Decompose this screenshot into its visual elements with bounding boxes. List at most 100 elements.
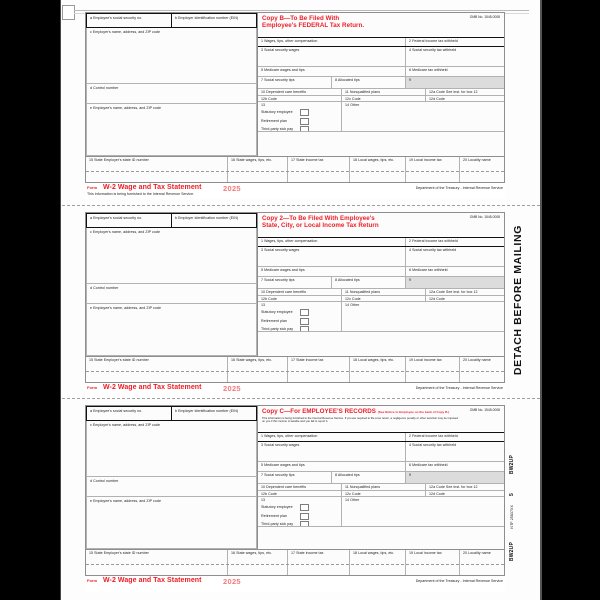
box-18-value[interactable] bbox=[350, 364, 406, 382]
box-2-federal-tax[interactable]: 2 Federal income tax withheld bbox=[406, 433, 504, 441]
box-12a-code[interactable]: 12a Code See inst. for box 12 bbox=[426, 484, 504, 491]
box-2-federal-tax[interactable]: 2 Federal income tax withheld bbox=[406, 38, 504, 46]
box-15-state[interactable]: 15 State Employer's state ID number bbox=[86, 550, 228, 557]
box-16-state-wages[interactable]: 16 State wages, tips, etc. bbox=[228, 550, 288, 557]
box-12a-code[interactable]: 12a Code See inst. for box 12 bbox=[426, 89, 504, 96]
box-10-dependent-care[interactable]: 10 Dependent care benefits bbox=[258, 484, 342, 491]
box-15-value[interactable] bbox=[86, 557, 228, 575]
box-17-state-tax[interactable]: 17 State income tax bbox=[288, 157, 350, 164]
box-13-sickpay-row[interactable]: Third-party sick pay bbox=[261, 521, 341, 526]
box-3-ss-wages[interactable]: 3 Social security wages bbox=[258, 442, 406, 462]
box-18-value[interactable] bbox=[350, 557, 406, 575]
box-17-value[interactable] bbox=[288, 557, 350, 575]
box-6-medicare-tax[interactable]: 6 Medicare tax withheld bbox=[406, 462, 504, 472]
box-c-employer-name[interactable]: c Employer's name, address, and ZIP code bbox=[86, 421, 257, 477]
box-13-retirement-row[interactable]: Retirement plan bbox=[261, 117, 341, 125]
box-19-local-tax[interactable]: 19 Local income tax bbox=[406, 157, 460, 164]
box-5-medicare-wages[interactable]: 5 Medicare wages and tips bbox=[258, 462, 406, 472]
box-10-dependent-care[interactable]: 10 Dependent care benefits bbox=[258, 289, 342, 296]
box-19-value[interactable] bbox=[406, 164, 460, 182]
box-6-medicare-tax[interactable]: 6 Medicare tax withheld bbox=[406, 67, 504, 77]
box-18-value[interactable] bbox=[350, 164, 406, 182]
box-12c-code[interactable]: 12c Code bbox=[342, 295, 426, 302]
box-20-locality[interactable]: 20 Locality name bbox=[460, 550, 504, 557]
box-a-ssn[interactable]: a Employee's social security no. bbox=[87, 407, 172, 420]
box-e-employee-name[interactable]: e Employee's name, address, and ZIP code bbox=[86, 104, 257, 156]
box-15-state[interactable]: 15 State Employer's state ID number bbox=[86, 357, 228, 364]
box-1-wages[interactable]: 1 Wages, tips, other compensation bbox=[258, 238, 406, 246]
box-1-wages[interactable]: 1 Wages, tips, other compensation bbox=[258, 38, 406, 46]
third-party-sick-pay-checkbox[interactable] bbox=[300, 126, 309, 131]
box-18-local-wages[interactable]: 18 Local wages, tips, etc. bbox=[350, 357, 406, 364]
box-14-other[interactable]: 14 Other bbox=[342, 497, 504, 527]
retirement-plan-checkbox[interactable] bbox=[300, 117, 309, 125]
box-19-local-tax[interactable]: 19 Local income tax bbox=[406, 550, 460, 557]
box-11-nonqualified[interactable]: 11 Nonqualified plans bbox=[342, 289, 426, 296]
box-18-local-wages[interactable]: 18 Local wages, tips, etc. bbox=[350, 157, 406, 164]
box-d-control-number[interactable]: d Control number bbox=[86, 284, 257, 304]
box-16-state-wages[interactable]: 16 State wages, tips, etc. bbox=[228, 357, 288, 364]
box-4-ss-tax[interactable]: 4 Social security tax withheld bbox=[406, 247, 504, 267]
box-8-allocated-tips[interactable]: 8 Allocated tips bbox=[332, 277, 406, 289]
box-d-control-number[interactable]: d Control number bbox=[86, 84, 257, 104]
box-11-nonqualified[interactable]: 11 Nonqualified plans bbox=[342, 484, 426, 491]
box-12b-code[interactable]: 12b Code bbox=[258, 490, 342, 497]
box-12c-code[interactable]: 12c Code bbox=[342, 490, 426, 497]
box-7-ss-tips[interactable]: 7 Social security tips bbox=[258, 277, 332, 289]
box-c-employer-name[interactable]: c Employer's name, address, and ZIP code bbox=[86, 228, 257, 284]
box-14-other[interactable]: 14 Other bbox=[342, 302, 504, 332]
box-4-ss-tax[interactable]: 4 Social security tax withheld bbox=[406, 442, 504, 462]
retirement-plan-checkbox[interactable] bbox=[300, 512, 309, 520]
box-14-other[interactable]: 14 Other bbox=[342, 102, 504, 132]
box-6-medicare-tax[interactable]: 6 Medicare tax withheld bbox=[406, 267, 504, 277]
box-12d-code[interactable]: 12d Code bbox=[426, 95, 504, 102]
box-13-retirement-row[interactable]: Retirement plan bbox=[261, 317, 341, 325]
box-15-value[interactable] bbox=[86, 364, 228, 382]
box-11-nonqualified[interactable]: 11 Nonqualified plans bbox=[342, 89, 426, 96]
box-13-statutory-row[interactable]: Statutory employee bbox=[261, 504, 341, 512]
box-20-value[interactable] bbox=[460, 164, 504, 182]
box-16-value[interactable] bbox=[228, 364, 288, 382]
box-13-sickpay-row[interactable]: Third-party sick pay bbox=[261, 326, 341, 331]
box-13-statutory-row[interactable]: Statutory employee bbox=[261, 109, 341, 117]
box-15-state[interactable]: 15 State Employer's state ID number bbox=[86, 157, 228, 164]
box-13-sickpay-row[interactable]: Third-party sick pay bbox=[261, 126, 341, 131]
box-e-employee-name[interactable]: e Employee's name, address, and ZIP code bbox=[86, 497, 257, 549]
box-12c-code[interactable]: 12c Code bbox=[342, 95, 426, 102]
box-18-local-wages[interactable]: 18 Local wages, tips, etc. bbox=[350, 550, 406, 557]
box-12d-code[interactable]: 12d Code bbox=[426, 490, 504, 497]
box-8-allocated-tips[interactable]: 8 Allocated tips bbox=[332, 472, 406, 484]
statutory-employee-checkbox[interactable] bbox=[300, 109, 309, 117]
statutory-employee-checkbox[interactable] bbox=[300, 309, 309, 317]
box-7-ss-tips[interactable]: 7 Social security tips bbox=[258, 472, 332, 484]
box-10-dependent-care[interactable]: 10 Dependent care benefits bbox=[258, 89, 342, 96]
box-20-locality[interactable]: 20 Locality name bbox=[460, 357, 504, 364]
retirement-plan-checkbox[interactable] bbox=[300, 317, 309, 325]
box-8-allocated-tips[interactable]: 8 Allocated tips bbox=[332, 77, 406, 89]
box-20-locality[interactable]: 20 Locality name bbox=[460, 157, 504, 164]
box-2-federal-tax[interactable]: 2 Federal income tax withheld bbox=[406, 238, 504, 246]
box-20-value[interactable] bbox=[460, 364, 504, 382]
third-party-sick-pay-checkbox[interactable] bbox=[300, 521, 309, 526]
box-5-medicare-wages[interactable]: 5 Medicare wages and tips bbox=[258, 67, 406, 77]
box-5-medicare-wages[interactable]: 5 Medicare wages and tips bbox=[258, 267, 406, 277]
box-c-employer-name[interactable]: c Employer's name, address, and ZIP code bbox=[86, 28, 257, 84]
box-b-ein[interactable]: b Employer identification number (EIN) bbox=[175, 15, 239, 20]
box-d-control-number[interactable]: d Control number bbox=[86, 477, 257, 497]
box-17-value[interactable] bbox=[288, 164, 350, 182]
box-15-value[interactable] bbox=[86, 164, 228, 182]
box-b-ein[interactable]: b Employer identification number (EIN) bbox=[175, 408, 239, 413]
box-7-ss-tips[interactable]: 7 Social security tips bbox=[258, 77, 332, 89]
box-12a-code[interactable]: 12a Code See inst. for box 12 bbox=[426, 289, 504, 296]
box-12b-code[interactable]: 12b Code bbox=[258, 95, 342, 102]
box-3-ss-wages[interactable]: 3 Social security wages bbox=[258, 247, 406, 267]
box-16-value[interactable] bbox=[228, 164, 288, 182]
box-17-value[interactable] bbox=[288, 364, 350, 382]
third-party-sick-pay-checkbox[interactable] bbox=[300, 326, 309, 331]
box-13-retirement-row[interactable]: Retirement plan bbox=[261, 512, 341, 520]
box-3-ss-wages[interactable]: 3 Social security wages bbox=[258, 47, 406, 67]
box-19-value[interactable] bbox=[406, 364, 460, 382]
box-17-state-tax[interactable]: 17 State income tax bbox=[288, 550, 350, 557]
box-12d-code[interactable]: 12d Code bbox=[426, 295, 504, 302]
box-13-statutory-row[interactable]: Statutory employee bbox=[261, 309, 341, 317]
